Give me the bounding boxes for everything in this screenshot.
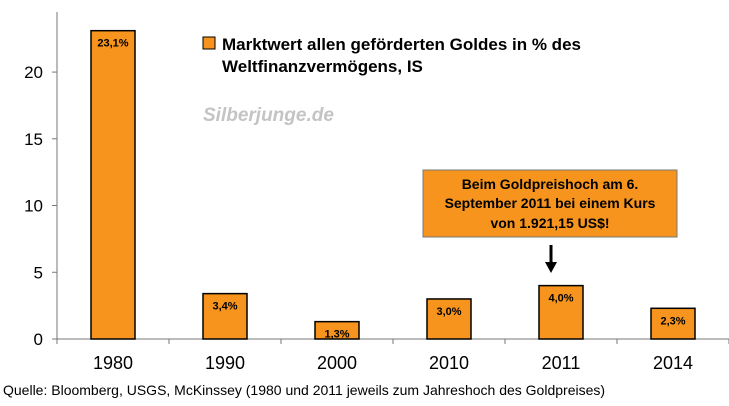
bar-1980 (90, 29, 136, 340)
chart-axes: 0 5 10 15 20 (24, 12, 729, 349)
annotation-box (422, 169, 678, 238)
legend-label-line2: Weltfinanzvermögens, IS (222, 57, 423, 76)
x-tick-label: 1980 (93, 353, 133, 373)
data-label-1990: 3,4% (212, 301, 237, 313)
y-tick-label: 10 (24, 197, 43, 216)
annotation: Beim Goldpreishoch am 6. September 2011 … (422, 169, 678, 273)
annotation-line2: September 2011 bei einem Kurs (445, 195, 656, 211)
watermark: Silberjunge.de (203, 105, 334, 126)
y-tick-label: 5 (34, 263, 43, 282)
legend-label-line1: Marktwert allen geförderten Goldes in % … (222, 35, 581, 54)
data-label-2014: 2,3% (660, 315, 685, 327)
data-label-2000: 1,3% (324, 329, 349, 341)
bar-2000 (314, 320, 360, 340)
annotation-arrow-head (545, 262, 557, 273)
data-label-1980: 23,1% (97, 38, 128, 50)
annotation-line1: Beim Goldpreishoch am 6. (462, 176, 639, 192)
chart-labels: 23,1% 1980 3,4% 1990 1,3% 2000 3,0% 2010 4,0% 201… (93, 38, 693, 373)
legend-swatch (202, 36, 216, 50)
x-tick-label: 2011 (542, 353, 581, 373)
bar-2011 (538, 284, 584, 340)
x-tick-label: 2010 (429, 353, 469, 373)
data-label-2011: 4,0% (548, 293, 573, 305)
x-tick-label: 2014 (653, 353, 693, 373)
bar-2010 (426, 298, 472, 340)
legend: Marktwert allen geförderten Goldes in % … (202, 35, 581, 76)
bar-2014 (650, 307, 696, 340)
bar-1990 (202, 292, 248, 340)
x-tick-label: 1990 (205, 353, 245, 373)
chart-bars (90, 29, 696, 340)
x-tick-label: 2000 (317, 353, 357, 373)
y-tick-label: 20 (24, 63, 43, 82)
data-label-2010: 3,0% (436, 306, 461, 318)
y-tick-label: 15 (24, 130, 43, 149)
source-note: Quelle: Bloomberg, USGS, McKinssey (1980… (3, 382, 606, 398)
bar-chart: 0 5 10 15 20 23,1% 1980 3,4% 1990 1,3% 2000 3,0% 20… (24, 12, 729, 373)
annotation-line3: von 1.921,15 US$! (490, 215, 609, 231)
y-tick-label: 0 (34, 330, 43, 349)
